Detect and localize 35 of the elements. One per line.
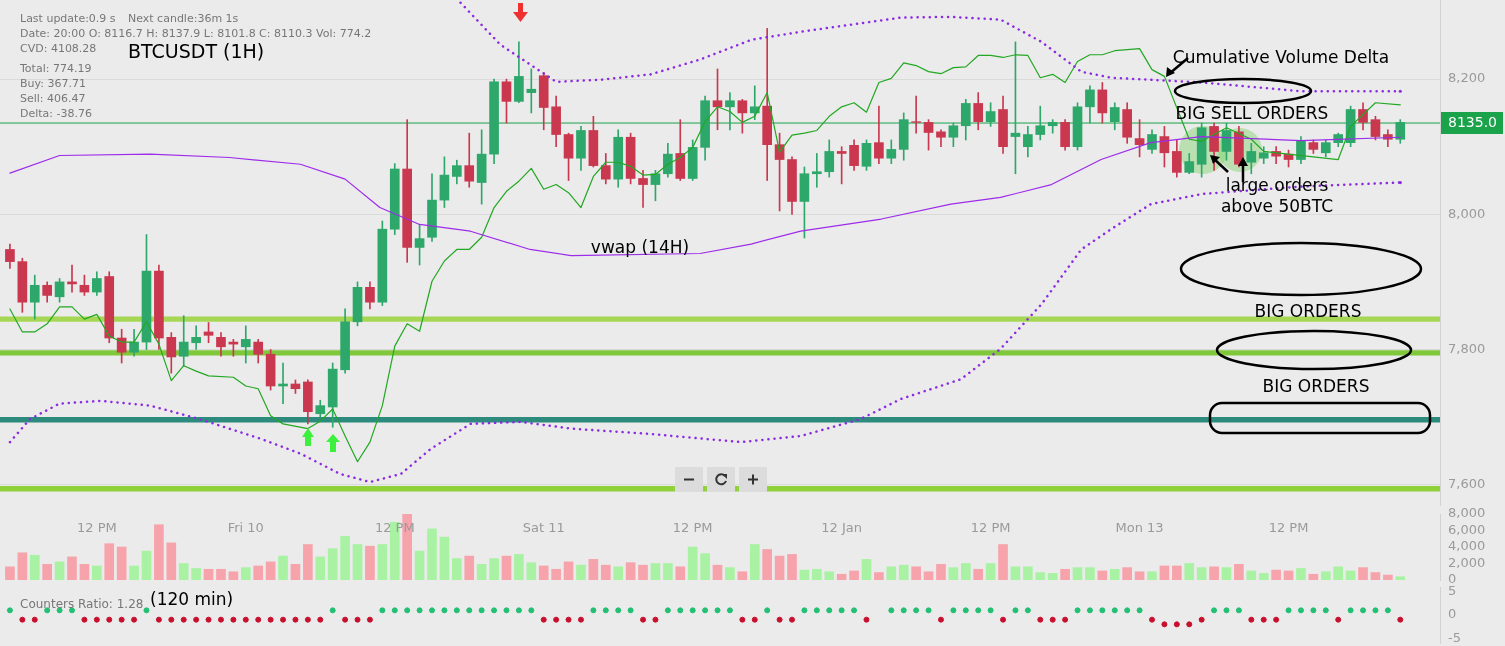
annotation: Cumulative Volume Delta	[1172, 46, 1390, 68]
x-tick-label: Fri 10	[227, 520, 264, 536]
y-tick-label: 7,800	[1448, 340, 1486, 356]
y-tick-label: 2,000	[1448, 554, 1486, 570]
annotation: CVD: 4108.28	[20, 42, 97, 56]
annotation: BIG ORDERS	[1262, 375, 1370, 397]
y-tick-label: 8,000	[1448, 205, 1486, 221]
x-tick-label: Mon 13	[1115, 520, 1164, 536]
annotation: Buy: 367.71	[20, 77, 86, 91]
y-tick-label: 4,000	[1448, 538, 1486, 554]
annotation: (120 min)	[150, 589, 234, 609]
annotation: Last update:0.9 s	[20, 12, 116, 26]
y-tick-label: 8,200	[1448, 70, 1486, 86]
ref-line-label: 8135.0	[1448, 113, 1497, 130]
annotation: BIG ORDERS	[1254, 300, 1362, 322]
annotation: Total: 774.19	[20, 62, 92, 76]
annotation: large orders above 50BTC	[1220, 175, 1334, 217]
y-tick-label: 8,000	[1448, 505, 1486, 521]
annotation: vwap (14H)	[590, 236, 690, 258]
x-tick-label: 12 PM	[1268, 520, 1309, 536]
x-tick-label: 12 Jan	[821, 520, 863, 536]
annotation: Next candle:36m 1s	[128, 12, 239, 26]
annotation: Delta: -38.76	[20, 107, 93, 121]
x-tick-label: 12 PM	[672, 520, 713, 536]
text: BTCUSDT (1H)	[128, 40, 265, 62]
x-tick-label: Sat 11	[522, 520, 565, 536]
annotation: Sell: 406.47	[20, 92, 86, 106]
y-tick-label: 0	[1448, 606, 1457, 622]
x-tick-label: 12 PM	[970, 520, 1011, 536]
y-tick-label: 6,000	[1448, 521, 1486, 537]
annotation: Date: 20:00 O: 8116.7 H: 8137.9 L: 8101.8 C: 8110.3 Vol: 774.2	[20, 27, 372, 41]
y-tick-label: 7,600	[1448, 476, 1486, 492]
annotation: Counters Ratio: 1.28	[20, 597, 144, 611]
y-tick-label: -5	[1448, 629, 1461, 645]
x-tick-label: 12 PM	[76, 520, 117, 536]
